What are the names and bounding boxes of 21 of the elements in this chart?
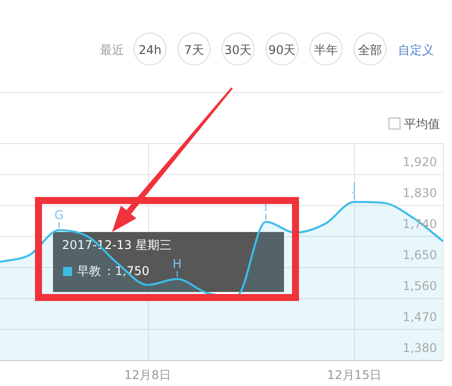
y-tick-label: 1,650 [402, 248, 437, 262]
text: 半年 [314, 43, 338, 57]
annotation: J [352, 180, 356, 194]
x-tick-label: 12月15日 [327, 368, 382, 382]
y-tick-label: 1,560 [402, 279, 437, 293]
text: 90天 [268, 43, 296, 57]
y-tick-label: 1,380 [402, 341, 437, 355]
text: 平均值 [404, 117, 440, 131]
y-tick-label: 1,470 [402, 310, 437, 324]
annotation: H [172, 257, 182, 272]
text: 最近 [100, 43, 124, 57]
x-tick-label: 12月8日 [124, 368, 172, 382]
y-tick-label: 1,920 [402, 155, 437, 169]
text: 24h [138, 43, 162, 57]
text: 30天 [224, 43, 252, 57]
text: 全部 [358, 43, 382, 57]
text: 自定义 [398, 43, 434, 57]
y-tick-label: 1,830 [402, 186, 437, 200]
annotation: G [54, 208, 64, 222]
legend-label: 早教 [77, 264, 101, 278]
text: 7天 [184, 43, 204, 57]
